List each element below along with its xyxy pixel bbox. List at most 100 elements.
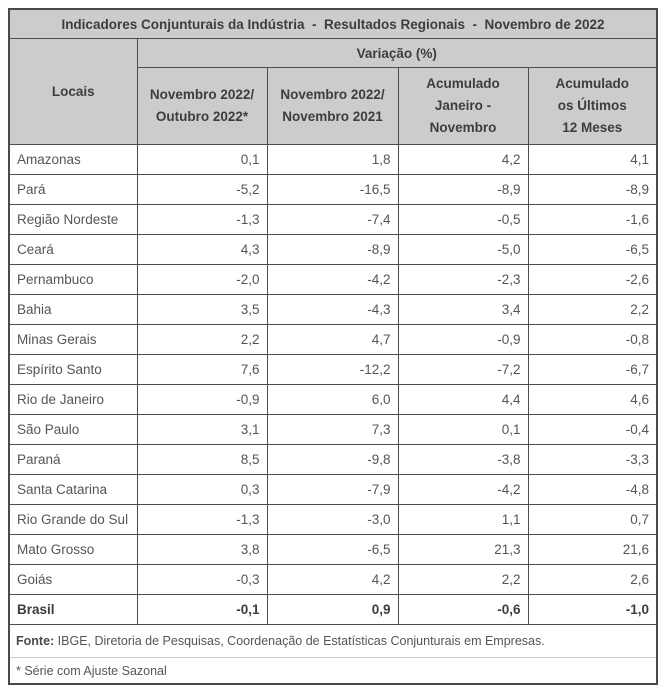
col-header-line: Novembro 2021	[282, 109, 383, 124]
local-cell: Minas Gerais	[8, 324, 138, 355]
value-cell: -4,2	[266, 264, 399, 295]
value-cell: 6,0	[266, 384, 399, 415]
value-cell: 4,2	[397, 144, 529, 175]
local-cell: Pará	[8, 174, 138, 205]
table-row: Amazonas 0,1 1,8 4,2 4,1	[8, 144, 658, 175]
col-header-locais: Locais	[8, 38, 138, 145]
value-cell: -1,6	[527, 204, 658, 235]
value-cell: -8,9	[266, 234, 399, 265]
table-row: Pará -5,2 -16,5 -8,9 -8,9	[8, 174, 658, 205]
value-cell: 4,1	[527, 144, 658, 175]
col-header-line: Novembro 2022/	[280, 87, 385, 102]
value-cell: -0,8	[527, 324, 658, 355]
value-cell: -0,9	[397, 324, 529, 355]
footnote-row: * Série com Ajuste Sazonal	[8, 657, 658, 685]
local-cell: Santa Catarina	[8, 474, 138, 505]
value-cell: -12,2	[266, 354, 399, 385]
local-cell: São Paulo	[8, 414, 138, 445]
table-row: Pernambuco -2,0 -4,2 -2,3 -2,6	[8, 264, 658, 295]
value-cell: -2,6	[527, 264, 658, 295]
table-row: Espírito Santo 7,6 -12,2 -7,2 -6,7	[8, 354, 658, 385]
value-cell: -4,2	[397, 474, 529, 505]
value-cell: 4,2	[266, 564, 399, 595]
value-cell: 2,6	[527, 564, 658, 595]
col-header-acumulado-jan-nov: Acumulado Janeiro - Novembro	[397, 67, 529, 145]
col-header-nov22-nov21: Novembro 2022/ Novembro 2021	[266, 67, 399, 145]
local-cell: Rio de Janeiro	[8, 384, 138, 415]
col-header-line: os Últimos	[557, 98, 627, 113]
title-row: Indicadores Conjunturais da Indústria - …	[8, 8, 658, 39]
value-cell: 4,3	[136, 234, 268, 265]
value-cell: 0,3	[136, 474, 268, 505]
value-cell: -0,9	[136, 384, 268, 415]
table-row: Paraná 8,5 -9,8 -3,8 -3,3	[8, 444, 658, 475]
table-row: Minas Gerais 2,2 4,7 -0,9 -0,8	[8, 324, 658, 355]
value-cell: 21,6	[527, 534, 658, 565]
value-cell: 4,7	[266, 324, 399, 355]
value-cell: 0,7	[527, 504, 658, 535]
value-cell: -3,0	[266, 504, 399, 535]
local-cell: Rio Grande do Sul	[8, 504, 138, 535]
value-cell: 0,1	[397, 414, 529, 445]
value-cell: 0,1	[136, 144, 268, 175]
value-cell: -7,4	[266, 204, 399, 235]
value-cell: -2,0	[136, 264, 268, 295]
source-label: Fonte:	[16, 634, 55, 648]
value-cell: -1,3	[136, 204, 268, 235]
local-cell: Brasil	[8, 594, 138, 625]
value-cell: -2,3	[397, 264, 529, 295]
table-row: Ceará 4,3 -8,9 -5,0 -6,5	[8, 234, 658, 265]
value-cell: -0,6	[397, 594, 529, 625]
local-cell: Mato Grosso	[8, 534, 138, 565]
table-title: Indicadores Conjunturais da Indústria - …	[8, 8, 658, 39]
value-cell: -3,3	[527, 444, 658, 475]
value-cell: -0,3	[136, 564, 268, 595]
value-cell: -4,3	[266, 294, 399, 325]
col-header-line: Novembro 2022/	[149, 87, 255, 102]
value-cell: 7,3	[266, 414, 399, 445]
value-cell: -1,3	[136, 504, 268, 535]
source-row: Fonte: IBGE, Diretoria de Pesquisas, Coo…	[8, 624, 658, 658]
value-cell: 8,5	[136, 444, 268, 475]
regional-indicators-table: Indicadores Conjunturais da Indústria - …	[8, 8, 659, 685]
local-cell: Bahia	[8, 294, 138, 325]
value-cell: -16,5	[266, 174, 399, 205]
value-cell: -0,1	[136, 594, 268, 625]
local-cell: Paraná	[8, 444, 138, 475]
value-cell: 4,4	[397, 384, 529, 415]
col-header-acumulado-12-meses: Acumulado os Últimos 12 Meses	[527, 67, 658, 145]
value-cell: 0,9	[266, 594, 399, 625]
column-header-row: Novembro 2022/ Outubro 2022* Novembro 20…	[9, 67, 658, 145]
value-cell: 7,6	[136, 354, 268, 385]
group-header-variacao: Variação (%)	[136, 38, 658, 68]
table-row: Região Nordeste -1,3 -7,4 -0,5 -1,6	[8, 204, 658, 235]
table-row: Rio Grande do Sul -1,3 -3,0 1,1 0,7	[8, 504, 658, 535]
value-cell: -9,8	[266, 444, 399, 475]
value-cell: -4,8	[527, 474, 658, 505]
local-cell: Pernambuco	[8, 264, 138, 295]
value-cell: -5,2	[136, 174, 268, 205]
value-cell: -6,5	[266, 534, 399, 565]
group-header-row: Locais Variação (%)	[8, 38, 658, 145]
col-header-line: Novembro	[429, 120, 497, 135]
value-cell: 3,8	[136, 534, 268, 565]
table-row: Mato Grosso 3,8 -6,5 21,3 21,6	[8, 534, 658, 565]
value-cell: 4,6	[527, 384, 658, 415]
col-header-nov22-out22: Novembro 2022/ Outubro 2022*	[136, 67, 268, 145]
footnote-text: * Série com Ajuste Sazonal	[8, 657, 658, 685]
table-row: São Paulo 3,1 7,3 0,1 -0,4	[8, 414, 658, 445]
value-cell: -1,0	[527, 594, 658, 625]
value-cell: 3,1	[136, 414, 268, 445]
value-cell: 2,2	[136, 324, 268, 355]
value-cell: 1,8	[266, 144, 399, 175]
table-row: Rio de Janeiro -0,9 6,0 4,4 4,6	[8, 384, 658, 415]
col-header-line: 12 Meses	[562, 120, 623, 135]
value-cell: -6,7	[527, 354, 658, 385]
table-row: Goiás -0,3 4,2 2,2 2,6	[8, 564, 658, 595]
value-cell: 3,4	[397, 294, 529, 325]
table-body: Amazonas 0,1 1,8 4,2 4,1 Pará -5,2 -16,5…	[8, 144, 658, 625]
value-cell: 1,1	[397, 504, 529, 535]
table-header: Indicadores Conjunturais da Indústria - …	[8, 8, 658, 145]
value-cell: -0,4	[527, 414, 658, 445]
col-header-line: Acumulado	[555, 76, 630, 91]
